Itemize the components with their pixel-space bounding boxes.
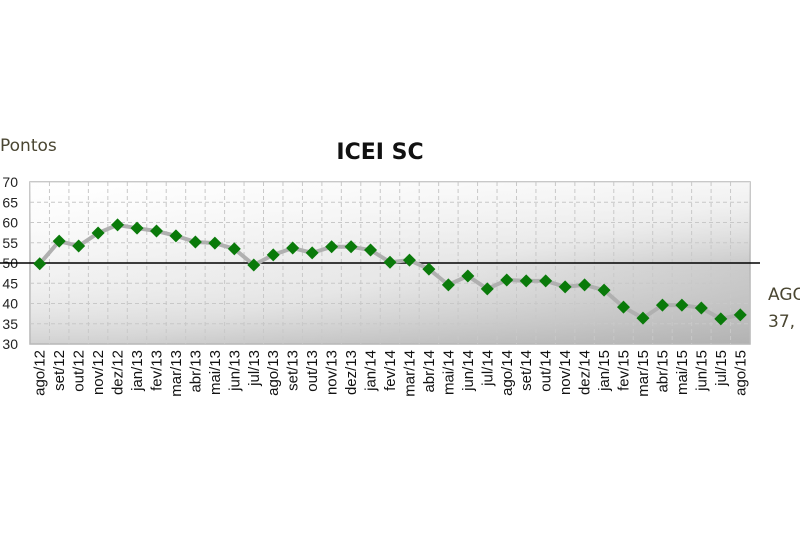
data-point-marker: [636, 311, 650, 325]
x-tick-label: mai/15: [674, 350, 691, 395]
data-point-marker: [558, 280, 572, 294]
y-tick-label: 40: [2, 296, 18, 312]
data-point-marker: [266, 248, 280, 262]
data-point-marker: [286, 241, 300, 255]
data-point-marker: [33, 257, 47, 271]
data-point-marker: [227, 242, 241, 256]
y-tick-label: 65: [2, 194, 18, 210]
data-point-marker: [305, 246, 319, 260]
data-point-marker: [578, 278, 592, 292]
data-point-marker: [617, 300, 631, 314]
data-point-marker: [519, 274, 533, 288]
data-point-marker: [675, 298, 689, 312]
data-point-marker: [422, 262, 436, 276]
y-tick-label: 45: [2, 275, 18, 291]
x-tick-label: ago/14: [499, 350, 516, 396]
x-tick-label: fev/14: [382, 350, 399, 391]
x-tick-label: mai/13: [207, 350, 224, 395]
x-tick-label: set/14: [518, 350, 535, 391]
x-tick-label: nov/12: [90, 350, 107, 395]
data-point-marker: [247, 258, 261, 272]
x-tick-label: abr/14: [421, 350, 438, 393]
data-point-marker: [149, 224, 163, 238]
data-point-marker: [402, 253, 416, 267]
data-point-marker: [208, 236, 222, 250]
data-point-marker: [52, 234, 66, 248]
data-point-marker: [733, 308, 747, 322]
x-tick-label: set/12: [51, 350, 68, 391]
data-point-marker: [597, 283, 611, 297]
x-tick-label: jul/14: [479, 350, 496, 387]
x-tick-label: jan/15: [596, 350, 613, 392]
data-point-marker: [539, 274, 553, 288]
chart-title: ICEI SC: [336, 140, 424, 165]
y-tick-label: 55: [2, 235, 18, 251]
data-point-marker: [169, 229, 183, 243]
data-point-marker: [364, 243, 378, 257]
x-tick-label: fev/13: [148, 350, 165, 391]
data-point-marker: [694, 301, 708, 315]
data-point-marker: [111, 218, 125, 232]
x-tick-label: nov/13: [324, 350, 341, 395]
data-point-marker: [500, 273, 514, 287]
x-tick-label: jul/15: [713, 350, 730, 387]
y-tick-label: 60: [2, 215, 18, 231]
x-tick-label: dez/14: [577, 350, 594, 395]
x-tick-label: jan/14: [363, 350, 380, 392]
data-point-marker: [655, 298, 669, 312]
x-tick-label: set/13: [285, 350, 302, 391]
x-tick-label: fev/15: [616, 350, 633, 391]
x-tick-label: abr/13: [187, 350, 204, 393]
x-tick-label: dez/12: [110, 350, 127, 395]
x-tick-label: mar/15: [635, 350, 652, 397]
x-tick-label: nov/14: [557, 350, 574, 395]
x-tick-label: out/13: [304, 350, 321, 392]
x-tick-label: mar/13: [168, 350, 185, 397]
data-point-marker: [461, 269, 475, 283]
x-tick-label: out/14: [538, 350, 555, 392]
data-point-marker: [188, 235, 202, 249]
data-point-marker: [72, 239, 86, 253]
data-point-marker: [441, 278, 455, 292]
data-point-marker: [480, 282, 494, 296]
x-tick-label: abr/15: [654, 350, 671, 393]
x-tick-label: dez/13: [343, 350, 360, 395]
x-tick-label: jun/15: [693, 350, 710, 392]
data-point-marker: [383, 255, 397, 269]
y-tick-label: 70: [2, 174, 18, 190]
y-axis-title: Pontos: [0, 136, 57, 156]
data-point-marker: [714, 312, 728, 326]
x-tick-label: ago/15: [732, 350, 749, 396]
data-point-marker: [130, 221, 144, 235]
x-tick-label: jul/13: [246, 350, 263, 387]
x-tick-label: ago/13: [265, 350, 282, 396]
data-point-marker: [91, 226, 105, 240]
y-tick-label: 35: [2, 316, 18, 332]
annotation-value: 37,: [768, 312, 796, 332]
data-point-marker: [325, 240, 339, 254]
x-tick-label: out/12: [71, 350, 88, 392]
annotation-month: AGO: [768, 285, 800, 305]
data-point-marker: [344, 240, 358, 254]
x-tick-label: jun/13: [226, 350, 243, 392]
x-tick-label: mai/14: [440, 350, 457, 395]
x-tick-label: jun/14: [460, 350, 477, 392]
x-tick-label: ago/12: [32, 350, 49, 396]
x-tick-label: jan/13: [129, 350, 146, 392]
y-tick-label: 30: [2, 336, 18, 352]
x-tick-label: mar/14: [401, 350, 418, 397]
